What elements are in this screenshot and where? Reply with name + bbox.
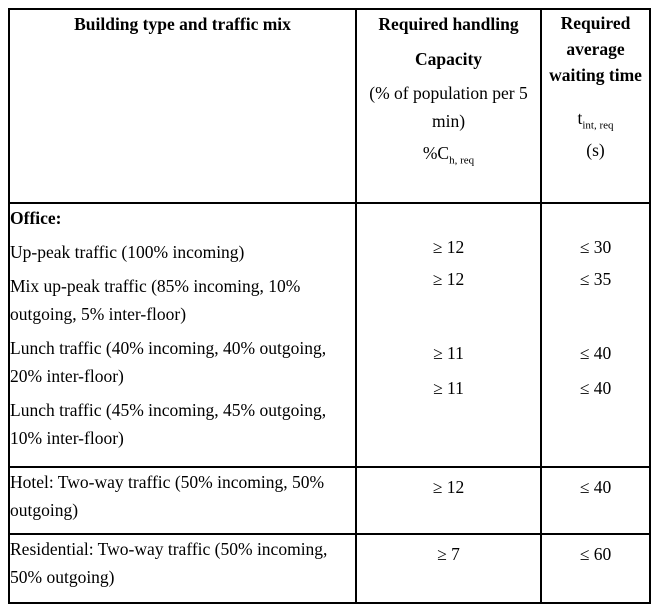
header-row: Building type and traffic mix Required h…	[8, 8, 651, 204]
section-row-office: Office: Up-peak traffic (100% incoming) …	[8, 202, 651, 468]
waiting-value-lunch-45: ≤ 40	[579, 378, 612, 398]
capacity-value-hotel: ≥ 12	[432, 477, 465, 497]
capacity-value-residential: ≥ 7	[437, 544, 460, 564]
residential-capacity-cell: ≥ 7	[355, 533, 542, 604]
section-row-hotel: Hotel: Two-way traffic (50% incoming, 50…	[8, 466, 651, 535]
symbol-base-waiting: t	[577, 108, 583, 128]
traffic-requirements-table: Building type and traffic mix Required h…	[8, 8, 651, 604]
column-title-waiting-time: Required average waiting time	[549, 13, 642, 85]
capacity-value-mix-up-peak: ≥ 12	[432, 269, 465, 289]
waiting-value-up-peak: ≤ 30	[579, 237, 612, 257]
residential-waiting-cell: ≤ 60	[540, 533, 651, 604]
hotel-capacity-cell: ≥ 12	[355, 466, 542, 535]
column-symbol-handling: %Ch, req	[357, 139, 540, 167]
row-label-hotel: Hotel: Two-way traffic (50% incoming, 50…	[10, 472, 325, 520]
column-title-handling-line2: Capacity	[414, 49, 483, 69]
row-label-mix-up-peak: Mix up-peak traffic (85% incoming, 10% o…	[10, 276, 301, 324]
column-unit-waiting-time: (s)	[586, 140, 605, 160]
row-label-lunch-40: Lunch traffic (40% incoming, 40% outgoin…	[10, 338, 327, 386]
column-title-handling-line1: Required handling	[378, 14, 519, 34]
symbol-sub-waiting: int, req	[582, 119, 614, 132]
office-labels-cell: Office: Up-peak traffic (100% incoming) …	[8, 202, 357, 468]
row-label-up-peak: Up-peak traffic (100% incoming)	[10, 242, 245, 262]
office-waiting-cell: ≤ 30 ≤ 35 ≤ 40 ≤ 40	[540, 202, 651, 468]
hotel-waiting-cell: ≤ 40	[540, 466, 651, 535]
waiting-value-residential: ≤ 60	[579, 544, 612, 564]
hotel-label-cell: Hotel: Two-way traffic (50% incoming, 50…	[8, 466, 357, 535]
symbol-base-capacity: %C	[422, 143, 450, 163]
column-symbol-waiting-time: tint, req	[542, 104, 649, 132]
column-subtitle-handling-units: (% of population per 5 min)	[369, 83, 528, 131]
residential-label-cell: Residential: Two-way traffic (50% incomi…	[8, 533, 357, 604]
section-row-residential: Residential: Two-way traffic (50% incomi…	[8, 533, 651, 604]
capacity-value-lunch-40: ≥ 11	[433, 343, 464, 363]
waiting-value-mix-up-peak: ≤ 35	[579, 269, 612, 289]
column-title-building-type: Building type and traffic mix	[74, 14, 291, 34]
header-cell-handling-capacity: Required handling Capacity (% of populat…	[355, 8, 542, 204]
capacity-value-up-peak: ≥ 12	[432, 237, 465, 257]
waiting-value-lunch-40: ≤ 40	[579, 343, 612, 363]
row-label-residential: Residential: Two-way traffic (50% incomi…	[10, 539, 328, 587]
office-capacity-cell: ≥ 12 ≥ 12 ≥ 11 ≥ 11	[355, 202, 542, 468]
waiting-value-hotel: ≤ 40	[579, 477, 612, 497]
header-cell-building-type: Building type and traffic mix	[8, 8, 357, 204]
header-cell-waiting-time: Required average waiting time tint, req …	[540, 8, 651, 204]
section-heading-office: Office:	[10, 208, 62, 228]
row-label-lunch-45: Lunch traffic (45% incoming, 45% outgoin…	[10, 400, 327, 448]
capacity-value-lunch-45: ≥ 11	[433, 378, 464, 398]
symbol-sub-capacity: h, req	[449, 154, 475, 167]
